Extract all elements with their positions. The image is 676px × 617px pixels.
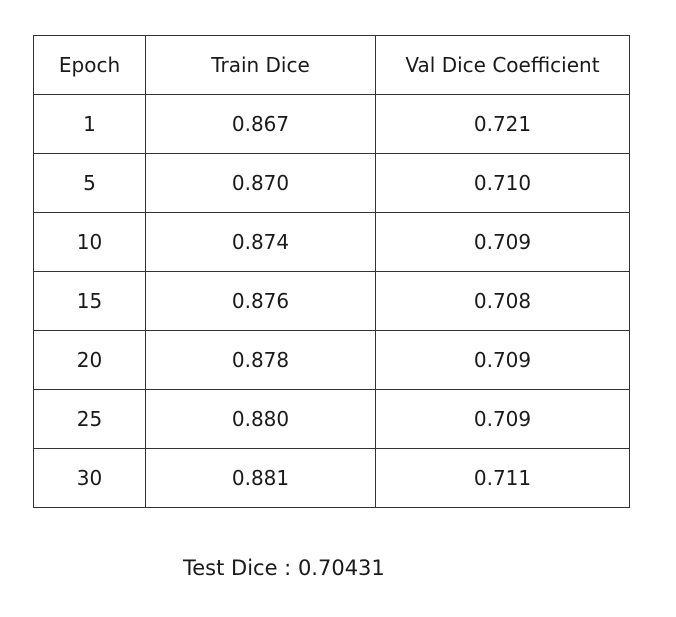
cell-train-dice: 0.878: [145, 330, 376, 390]
cell-train-dice: 0.876: [145, 271, 376, 331]
cell-val-dice: 0.709: [375, 330, 630, 390]
cell-train-dice: 0.880: [145, 389, 376, 449]
test-dice-summary: Test Dice : 0.70431: [183, 556, 385, 580]
header-train-dice: Train Dice: [145, 35, 376, 95]
cell-epoch: 10: [33, 212, 146, 272]
cell-epoch: 25: [33, 389, 146, 449]
cell-val-dice: 0.721: [375, 94, 630, 154]
table-row: 10 0.874 0.709: [33, 212, 630, 272]
cell-val-dice: 0.710: [375, 153, 630, 213]
table-row: 25 0.880 0.709: [33, 389, 630, 449]
cell-val-dice: 0.711: [375, 448, 630, 508]
cell-train-dice: 0.881: [145, 448, 376, 508]
cell-epoch: 30: [33, 448, 146, 508]
table-row: 5 0.870 0.710: [33, 153, 630, 213]
cell-train-dice: 0.867: [145, 94, 376, 154]
table-row: 15 0.876 0.708: [33, 271, 630, 331]
test-dice-separator: :: [277, 556, 298, 580]
table-header-row: Epoch Train Dice Val Dice Coefficient: [33, 35, 630, 95]
table-row: 20 0.878 0.709: [33, 330, 630, 390]
table-row: 30 0.881 0.711: [33, 448, 630, 508]
header-val-dice: Val Dice Coefficient: [375, 35, 630, 95]
cell-train-dice: 0.870: [145, 153, 376, 213]
cell-epoch: 5: [33, 153, 146, 213]
cell-epoch: 1: [33, 94, 146, 154]
cell-val-dice: 0.708: [375, 271, 630, 331]
test-dice-value: 0.70431: [297, 556, 385, 580]
cell-epoch: 15: [33, 271, 146, 331]
table-row: 1 0.867 0.721: [33, 94, 630, 154]
header-epoch: Epoch: [33, 35, 146, 95]
results-table: Epoch Train Dice Val Dice Coefficient 1 …: [33, 35, 630, 508]
test-dice-label: Test Dice: [183, 556, 278, 580]
cell-val-dice: 0.709: [375, 212, 630, 272]
cell-train-dice: 0.874: [145, 212, 376, 272]
cell-val-dice: 0.709: [375, 389, 630, 449]
cell-epoch: 20: [33, 330, 146, 390]
